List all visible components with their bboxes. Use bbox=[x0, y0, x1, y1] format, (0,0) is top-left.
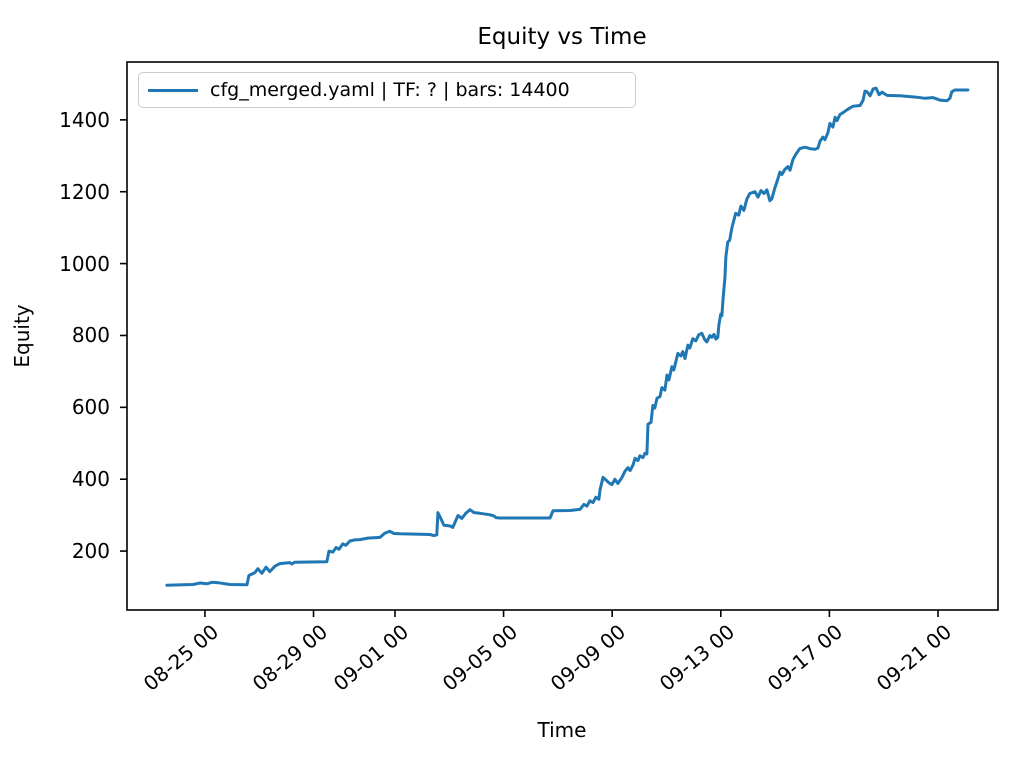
chart-title: Equity vs Time bbox=[477, 24, 647, 50]
y-tick-label: 800 bbox=[71, 323, 110, 348]
legend: cfg_merged.yaml | TF: ? | bars: 14400 bbox=[138, 72, 636, 108]
y-tick-label: 1200 bbox=[59, 179, 110, 204]
y-tick-label: 200 bbox=[71, 539, 110, 564]
legend-label: cfg_merged.yaml | TF: ? | bars: 14400 bbox=[210, 79, 570, 101]
y-tick-label: 400 bbox=[71, 467, 110, 492]
equity-line bbox=[165, 86, 970, 587]
axes-spines bbox=[126, 61, 999, 611]
legend-line-swatch bbox=[148, 88, 198, 92]
y-tick-label: 1400 bbox=[59, 107, 110, 132]
y-tick-label: 600 bbox=[71, 395, 110, 420]
y-tick-label: 1000 bbox=[59, 251, 110, 276]
x-axis-label: Time bbox=[537, 718, 587, 742]
